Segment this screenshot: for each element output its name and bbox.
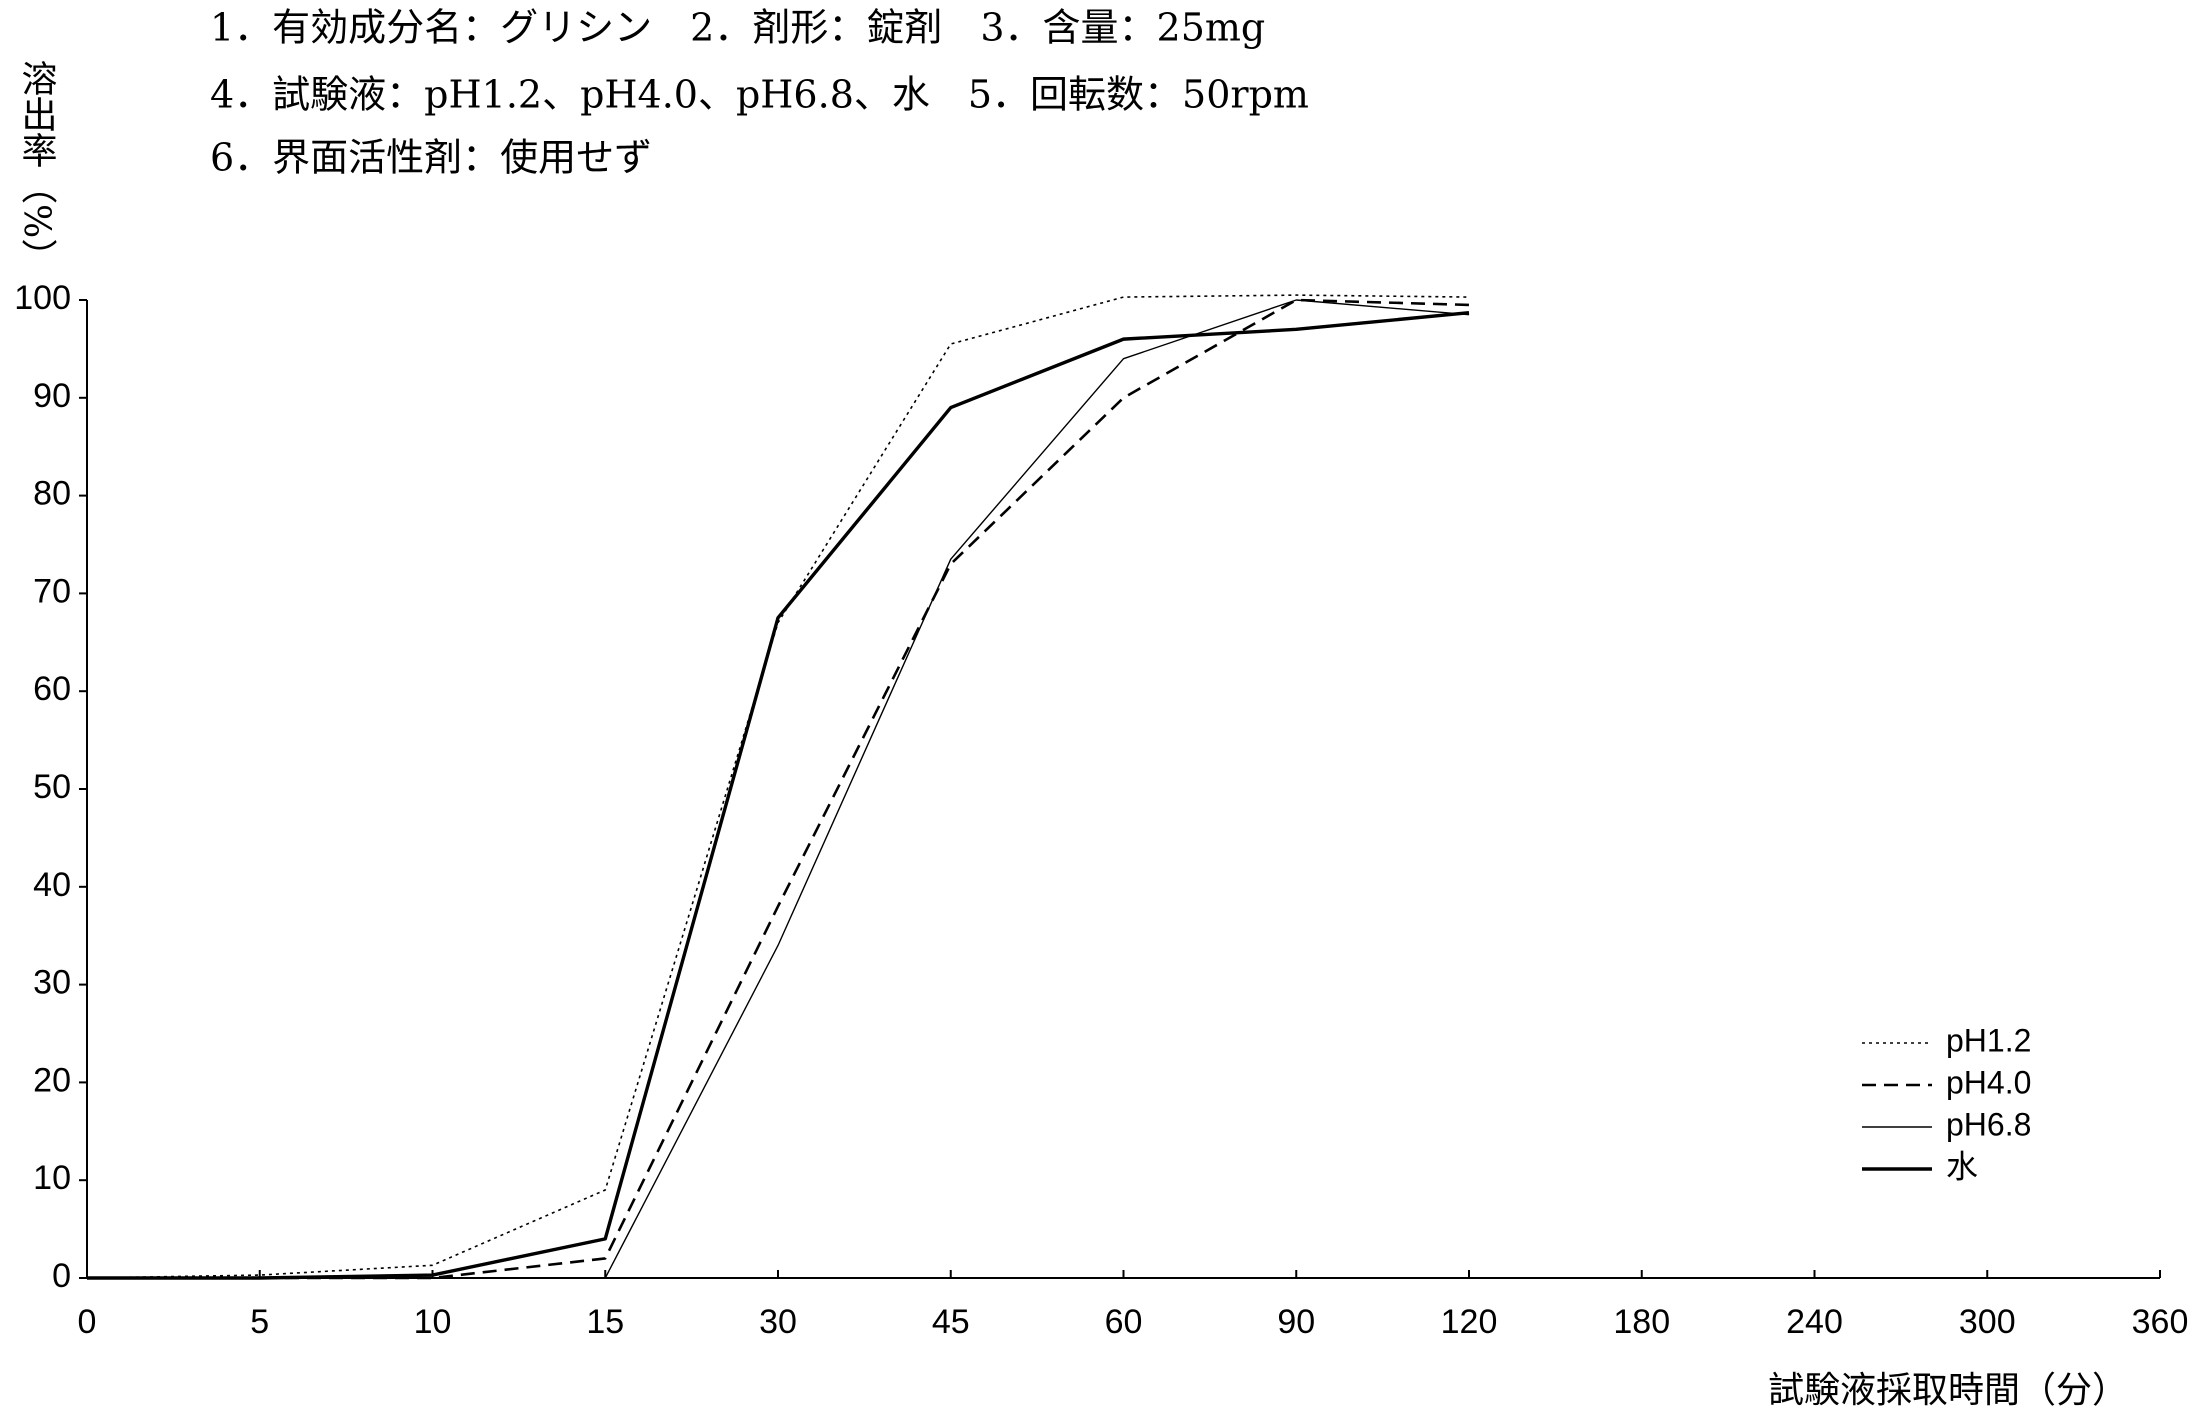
x-tick-label: 300 [1959,1303,2016,1341]
legend-label: 水 [1946,1148,1978,1184]
y-tick-label: 20 [33,1061,71,1099]
y-tick-label: 40 [33,866,71,904]
legend-label: pH1.2 [1946,1022,2031,1058]
data-line [87,298,1470,1280]
y-tick-label: 70 [33,572,71,610]
x-tick-label: 120 [1441,1303,1498,1341]
y-tick-label: 30 [33,964,71,1002]
data-line [86,294,1470,1279]
note: 4．試験液：pH1.2、pH4.0、pH6.8、水 5．回転数：50rpm [210,73,1309,117]
y-tick-label: 10 [33,1159,71,1197]
legend-label: pH4.0 [1946,1064,2031,1100]
y-tick-label: 60 [33,670,71,708]
x-tick-label: 30 [759,1303,797,1341]
y-tick-label: 100 [14,279,71,317]
x-tick-label: 90 [1277,1303,1315,1341]
y-tick-label: 80 [33,475,71,513]
note: 6．界面活性剤：使用せず [210,136,652,180]
note: 1．有効成分名：グリシン 2．剤形：錠剤 3．含量：25mg [210,6,1265,50]
y-axis-label: 溶出率（%） [16,60,58,275]
x-tick-label: 180 [1613,1303,1670,1341]
data-line [87,299,1470,1279]
x-tick-label: 15 [586,1303,624,1341]
y-tick-label: 0 [52,1257,71,1295]
x-tick-label: 240 [1786,1303,1843,1341]
x-tick-label: 5 [250,1303,269,1341]
data-line [87,311,1470,1280]
x-tick-label: 360 [2132,1303,2189,1341]
y-tick-label: 50 [33,768,71,806]
y-tick-label: 90 [33,377,71,415]
x-axis-label: 試験液採取時間（分） [1768,1370,2128,1411]
x-tick-label: 10 [414,1303,452,1341]
x-tick-label: 60 [1105,1303,1143,1341]
x-tick-label: 45 [932,1303,970,1341]
x-tick-label: 0 [78,1303,97,1341]
legend-label: pH6.8 [1946,1106,2031,1142]
